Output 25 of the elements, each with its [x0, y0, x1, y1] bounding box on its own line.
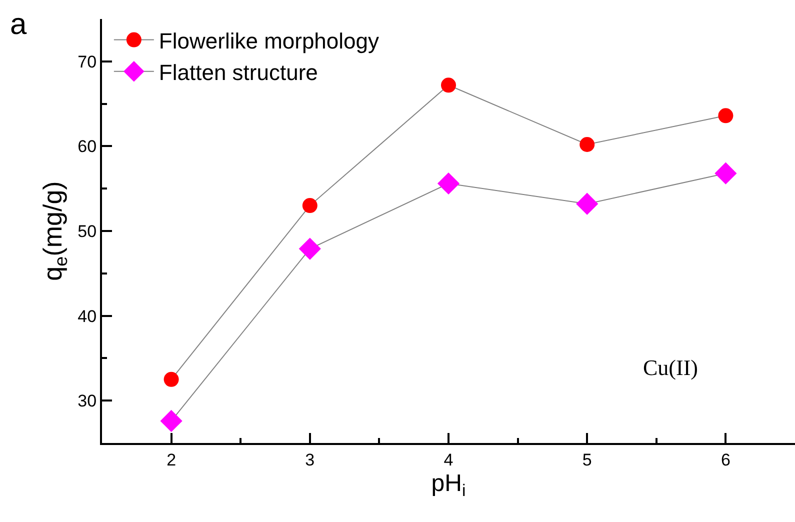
- x-tick-label: 3: [305, 450, 315, 470]
- legend-label: Flowerlike morphology: [158, 28, 380, 54]
- legend-label: Flatten structure: [158, 60, 318, 85]
- y-tick-label: 40: [78, 306, 97, 326]
- x-tick-label: 6: [720, 450, 730, 470]
- point: [164, 372, 179, 387]
- text: a: [10, 8, 27, 41]
- y-tick-label: 60: [78, 137, 97, 156]
- x-tick-label: 4: [444, 450, 454, 470]
- x-tick-label: 5: [582, 450, 592, 470]
- point: [160, 410, 182, 432]
- point: [298, 238, 321, 260]
- point: [580, 137, 595, 152]
- point: [441, 78, 456, 93]
- point: [302, 198, 318, 214]
- point: [718, 108, 734, 124]
- x-axis-title: pH$_{i}$: [431, 470, 466, 500]
- point: [714, 162, 737, 184]
- x-tick-label: 2: [166, 450, 176, 470]
- y-tick-label: 30: [78, 392, 97, 411]
- y-tick-label: 50: [78, 222, 97, 241]
- point: [576, 192, 598, 215]
- y-tick-label: 70: [78, 52, 97, 72]
- point: [437, 172, 460, 195]
- annotation: Cu(II): [643, 355, 698, 380]
